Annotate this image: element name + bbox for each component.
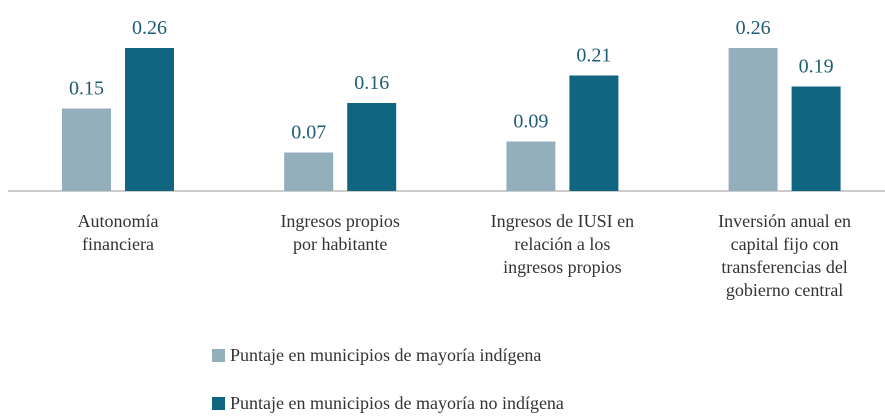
bar — [728, 48, 778, 191]
legend-swatch — [212, 397, 225, 410]
value-label: 0.15 — [69, 78, 104, 100]
bar — [284, 152, 334, 191]
value-label: 0.07 — [291, 122, 326, 144]
value-label: 0.26 — [736, 17, 771, 39]
value-label: 0.26 — [132, 17, 167, 39]
legend-label: Puntaje en municipios de mayoría no indí… — [230, 393, 564, 413]
value-label: 0.21 — [576, 45, 611, 67]
bar — [125, 48, 174, 191]
bar — [506, 141, 556, 191]
legend-item: Puntaje en municipios de mayoría no indí… — [212, 393, 564, 414]
value-label: 0.09 — [513, 111, 548, 133]
value-label: 0.16 — [354, 72, 389, 94]
x-tick-label: Ingresos propios por habitante — [280, 211, 400, 254]
legend-item: Puntaje en municipios de mayoría indígen… — [212, 345, 541, 366]
x-tick-label: Autonomía financiera — [77, 211, 159, 254]
bar — [347, 103, 397, 191]
bar — [569, 75, 619, 191]
bar — [791, 86, 841, 191]
legend-label: Puntaje en municipios de mayoría indígen… — [230, 345, 542, 365]
bar — [62, 108, 111, 191]
x-tick-label: Inversión anual en capital fijo con tran… — [718, 211, 852, 300]
x-tick-label: Ingresos de IUSI en relación a los ingre… — [490, 211, 635, 277]
legend-swatch — [212, 349, 225, 362]
value-label: 0.19 — [799, 56, 834, 78]
